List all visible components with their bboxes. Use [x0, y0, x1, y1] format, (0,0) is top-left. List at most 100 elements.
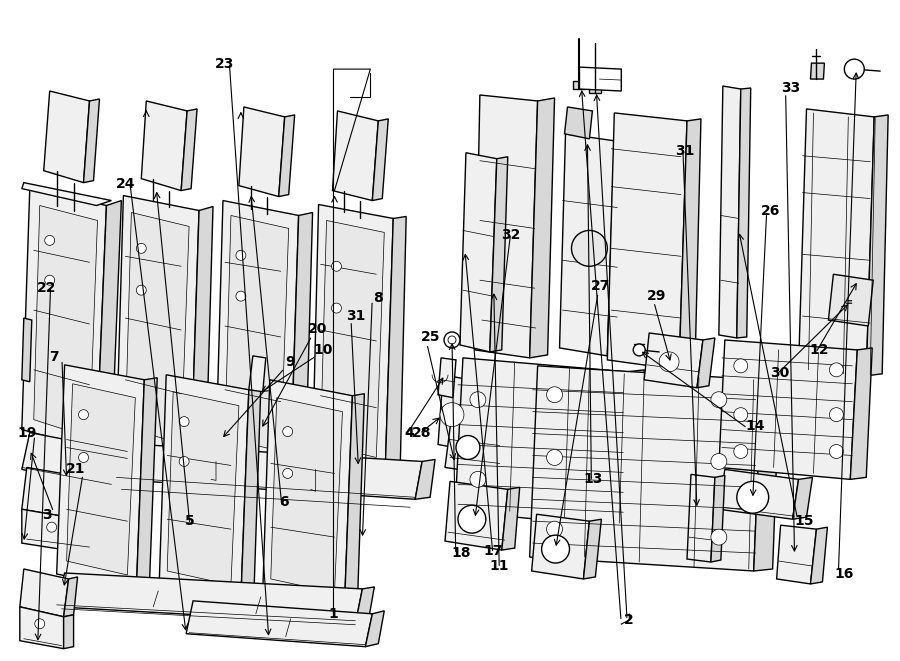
Text: 32: 32 — [501, 228, 520, 242]
Polygon shape — [793, 477, 813, 519]
Polygon shape — [619, 370, 644, 527]
Circle shape — [711, 529, 727, 545]
Polygon shape — [191, 206, 213, 457]
Text: 9: 9 — [285, 355, 295, 369]
Polygon shape — [737, 88, 751, 338]
Text: 26: 26 — [761, 204, 780, 217]
Circle shape — [45, 235, 55, 245]
Polygon shape — [34, 206, 97, 438]
Circle shape — [456, 436, 480, 459]
Polygon shape — [590, 85, 601, 93]
Circle shape — [179, 457, 189, 467]
Polygon shape — [84, 99, 100, 182]
Polygon shape — [490, 157, 508, 352]
Circle shape — [737, 481, 769, 513]
Polygon shape — [608, 139, 627, 356]
Polygon shape — [438, 358, 456, 398]
Text: 19: 19 — [17, 426, 37, 440]
Polygon shape — [385, 217, 406, 469]
Circle shape — [331, 303, 341, 313]
Polygon shape — [112, 447, 130, 487]
Text: 33: 33 — [781, 81, 800, 95]
Polygon shape — [116, 444, 422, 499]
Circle shape — [283, 469, 293, 479]
Polygon shape — [753, 378, 779, 571]
Polygon shape — [498, 418, 518, 475]
Circle shape — [711, 453, 727, 469]
Circle shape — [734, 444, 748, 459]
Polygon shape — [271, 398, 343, 593]
Circle shape — [136, 243, 147, 253]
Text: 31: 31 — [675, 145, 695, 159]
Circle shape — [542, 535, 570, 563]
Circle shape — [634, 344, 645, 356]
Polygon shape — [241, 388, 261, 599]
Polygon shape — [216, 200, 299, 465]
Polygon shape — [291, 212, 312, 465]
Text: 18: 18 — [451, 546, 471, 560]
Polygon shape — [64, 615, 74, 648]
Circle shape — [734, 408, 748, 422]
Text: 5: 5 — [185, 514, 195, 528]
Polygon shape — [373, 119, 388, 200]
Polygon shape — [136, 378, 158, 591]
Polygon shape — [92, 477, 107, 521]
Text: 17: 17 — [483, 544, 503, 558]
Polygon shape — [502, 487, 519, 550]
Polygon shape — [530, 98, 554, 358]
Circle shape — [844, 59, 864, 79]
Circle shape — [45, 275, 55, 285]
Text: 7: 7 — [50, 350, 58, 364]
Circle shape — [830, 444, 843, 459]
Polygon shape — [92, 519, 104, 554]
Circle shape — [711, 392, 727, 408]
Circle shape — [331, 261, 341, 271]
Polygon shape — [573, 81, 585, 89]
Circle shape — [35, 619, 45, 629]
Polygon shape — [530, 366, 761, 571]
Polygon shape — [679, 119, 701, 370]
Polygon shape — [608, 113, 687, 370]
Polygon shape — [345, 394, 364, 607]
Polygon shape — [20, 607, 64, 648]
Text: 22: 22 — [37, 281, 57, 295]
Circle shape — [78, 453, 88, 463]
Polygon shape — [465, 378, 479, 449]
Text: 21: 21 — [66, 462, 86, 476]
Text: 2: 2 — [625, 613, 634, 627]
Polygon shape — [532, 514, 590, 579]
Polygon shape — [22, 182, 112, 206]
Polygon shape — [811, 527, 827, 584]
Polygon shape — [455, 358, 627, 527]
Circle shape — [444, 332, 460, 348]
Polygon shape — [238, 107, 284, 196]
Polygon shape — [564, 107, 592, 139]
Polygon shape — [141, 101, 187, 190]
Text: 31: 31 — [346, 309, 365, 323]
Polygon shape — [356, 587, 374, 624]
Circle shape — [236, 291, 246, 301]
Text: 27: 27 — [591, 279, 610, 293]
Text: 29: 29 — [646, 290, 666, 303]
Text: 3: 3 — [42, 508, 51, 522]
Circle shape — [572, 231, 608, 266]
Text: 4: 4 — [405, 426, 415, 440]
Polygon shape — [828, 274, 873, 326]
Polygon shape — [320, 221, 384, 457]
Polygon shape — [850, 348, 872, 479]
Text: 16: 16 — [834, 567, 854, 581]
Polygon shape — [279, 115, 294, 196]
Circle shape — [458, 505, 486, 533]
Circle shape — [236, 251, 246, 260]
Polygon shape — [22, 467, 96, 521]
Polygon shape — [20, 569, 68, 617]
Polygon shape — [460, 153, 497, 352]
Circle shape — [448, 336, 456, 344]
Polygon shape — [445, 481, 508, 550]
Circle shape — [734, 359, 748, 373]
Polygon shape — [811, 63, 824, 79]
Circle shape — [47, 522, 57, 532]
Polygon shape — [181, 109, 197, 190]
Polygon shape — [248, 356, 266, 392]
Polygon shape — [475, 95, 537, 358]
